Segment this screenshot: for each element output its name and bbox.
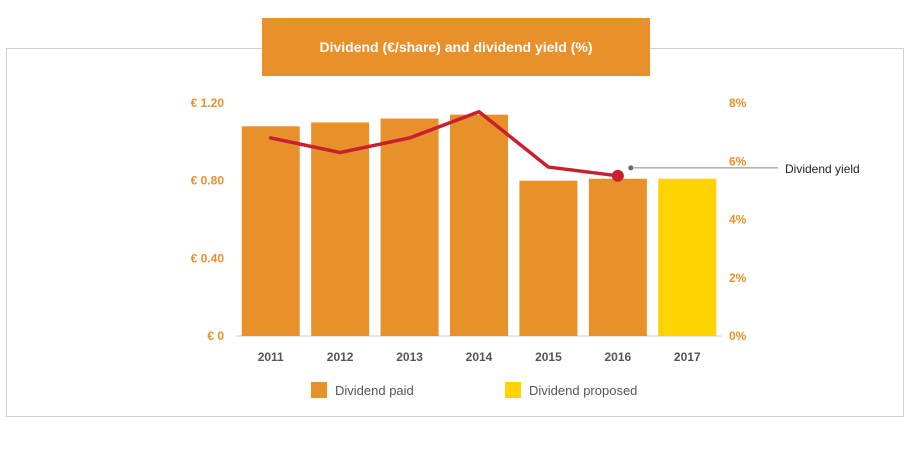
x-tick-label: 2015: [535, 350, 562, 364]
x-tick-label: 2014: [466, 350, 493, 364]
y-right-tick-label: 6%: [729, 154, 747, 168]
chart-title: Dividend (€/share) and dividend yield (%…: [319, 39, 593, 55]
y-right-tick-label: 2%: [729, 271, 747, 285]
legend-label-paid: Dividend paid: [335, 382, 414, 398]
y-right-tick-label: 0%: [729, 329, 747, 343]
x-tick-label: 2012: [327, 350, 354, 364]
bar-dividend-paid: [311, 122, 370, 337]
legend-item-proposed: Dividend proposed: [505, 382, 637, 398]
y-left-tick-label: € 0.40: [191, 251, 225, 265]
legend-swatch-paid: [311, 382, 327, 398]
dividend-yield-endpoint: [611, 169, 624, 182]
bar-dividend-paid: [380, 118, 439, 337]
bar-dividend-paid: [450, 114, 508, 337]
y-right-tick-label: 4%: [729, 213, 747, 227]
x-tick-label: 2016: [605, 350, 632, 364]
bar-dividend-paid: [519, 180, 578, 336]
bar-dividend-paid: [588, 178, 647, 336]
y-left-tick-label: € 0: [207, 329, 224, 343]
legend-swatch-proposed: [505, 382, 521, 398]
x-tick-label: 2017: [674, 350, 701, 364]
x-tick-label: 2011: [258, 350, 284, 364]
dividend-yield-line: [268, 109, 620, 178]
y-left-tick-label: € 1.20: [191, 96, 225, 110]
legend-item-paid: Dividend paid: [311, 382, 414, 398]
y-right-tick-label: 8%: [729, 96, 747, 110]
annotation-label: Dividend yield: [785, 162, 860, 176]
bar-dividend-paid: [241, 126, 300, 336]
bar-dividend-proposed: [658, 178, 717, 336]
y-left-tick-label: € 0.80: [191, 174, 225, 188]
x-tick-label: 2013: [396, 350, 423, 364]
legend-label-proposed: Dividend proposed: [529, 382, 638, 398]
chart-title-box: Dividend (€/share) and dividend yield (%…: [262, 18, 650, 76]
